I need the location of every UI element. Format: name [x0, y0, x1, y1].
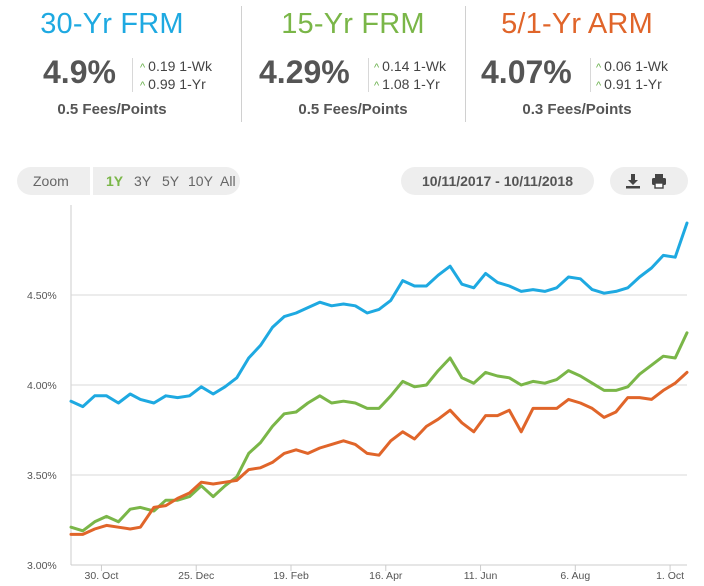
- rate-value: 4.9%: [43, 54, 116, 90]
- x-tick-label: 16. Apr: [369, 570, 403, 582]
- series-line-0: [69, 221, 689, 409]
- fees-points: 0.3 Fees/Points: [522, 101, 632, 118]
- zoom-option-3y[interactable]: 3Y: [134, 173, 152, 189]
- mortgage-rate-chart: 3.00% 3.50% 4.00% 4.50% 30. Oct 25. Dec 19. Fe…: [27, 205, 689, 582]
- yearly-change: ^ 0.99 1-Yr: [140, 76, 206, 92]
- y-tick-label: 3.00%: [27, 560, 57, 572]
- x-tick-label: 30. Oct: [85, 570, 119, 582]
- rate-card-title: 15-Yr FRM: [281, 8, 425, 40]
- up-arrow-icon: ^: [596, 80, 602, 92]
- fees-points: 0.5 Fees/Points: [298, 101, 408, 118]
- card-divider: [465, 6, 466, 122]
- zoom-option-1y[interactable]: 1Y: [106, 173, 124, 189]
- weekly-change-text: 0.19 1-Wk: [148, 58, 212, 74]
- rate-card-30yr: 30-Yr FRM 4.9% ^ 0.19 1-Wk ^ 0.99 1-Yr 0.5…: [0, 0, 224, 130]
- fees-points: 0.5 Fees/Points: [57, 101, 167, 118]
- chart-axes: 3.00% 3.50% 4.00% 4.50% 30. Oct 25. Dec 19. Fe…: [27, 290, 687, 582]
- rate-card-title: 5/1-Yr ARM: [501, 8, 653, 40]
- zoom-selector: Zoom 1Y 3Y 5Y 10Y All: [17, 167, 240, 195]
- rate-value: 4.07%: [481, 54, 572, 90]
- yearly-change-text: 1.08 1-Yr: [382, 76, 440, 92]
- x-tick-label: 6. Aug: [560, 570, 590, 582]
- up-arrow-icon: ^: [596, 62, 602, 74]
- weekly-change: ^ 0.06 1-Wk: [596, 58, 668, 74]
- y-tick-label: 4.50%: [27, 290, 57, 302]
- chart-tools: [610, 167, 688, 195]
- yearly-change-text: 0.91 1-Yr: [604, 76, 662, 92]
- up-arrow-icon: ^: [374, 62, 380, 74]
- weekly-change-text: 0.06 1-Wk: [604, 58, 668, 74]
- rate-value: 4.29%: [259, 54, 350, 90]
- print-icon[interactable]: [650, 172, 668, 190]
- weekly-change: ^ 0.14 1-Wk: [374, 58, 446, 74]
- yearly-change: ^ 0.91 1-Yr: [596, 76, 662, 92]
- rate-card-arm: 5/1-Yr ARM 4.07% ^ 0.06 1-Wk ^ 0.91 1-Yr 0…: [465, 0, 689, 130]
- series-line-2: [69, 370, 689, 536]
- up-arrow-icon: ^: [374, 80, 380, 92]
- rate-card-title: 30-Yr FRM: [40, 8, 184, 40]
- rate-divider: [368, 58, 369, 92]
- yearly-change-text: 0.99 1-Yr: [148, 76, 206, 92]
- y-tick-label: 4.00%: [27, 380, 57, 392]
- zoom-option-10y[interactable]: 10Y: [188, 173, 213, 189]
- weekly-change-text: 0.14 1-Wk: [382, 58, 446, 74]
- chart-grid: [70, 205, 687, 565]
- rate-divider: [132, 58, 133, 92]
- zoom-label: Zoom: [33, 173, 69, 189]
- card-divider: [241, 6, 242, 122]
- rate-card-15yr: 15-Yr FRM 4.29% ^ 0.14 1-Wk ^ 1.08 1-Yr 0.…: [241, 0, 465, 130]
- weekly-change: ^ 0.19 1-Wk: [140, 58, 212, 74]
- x-tick-label: 19. Feb: [273, 570, 309, 582]
- x-tick-label: 25. Dec: [178, 570, 214, 582]
- y-tick-label: 3.50%: [27, 470, 57, 482]
- zoom-divider: [90, 167, 93, 195]
- zoom-option-5y[interactable]: 5Y: [162, 173, 180, 189]
- rate-summary: 30-Yr FRM 4.9% ^ 0.19 1-Wk ^ 0.99 1-Yr 0.5…: [0, 0, 704, 130]
- series-line-1: [69, 331, 689, 533]
- x-tick-label: 11. Jun: [464, 570, 498, 582]
- zoom-option-all[interactable]: All: [220, 173, 236, 189]
- date-range-display[interactable]: 10/11/2017 - 10/11/2018: [401, 167, 594, 195]
- download-icon[interactable]: [624, 172, 642, 190]
- chart-series: [69, 221, 689, 536]
- up-arrow-icon: ^: [140, 62, 146, 74]
- rate-divider: [590, 58, 591, 92]
- yearly-change: ^ 1.08 1-Yr: [374, 76, 440, 92]
- up-arrow-icon: ^: [140, 80, 146, 92]
- x-tick-label: 1. Oct: [656, 570, 684, 582]
